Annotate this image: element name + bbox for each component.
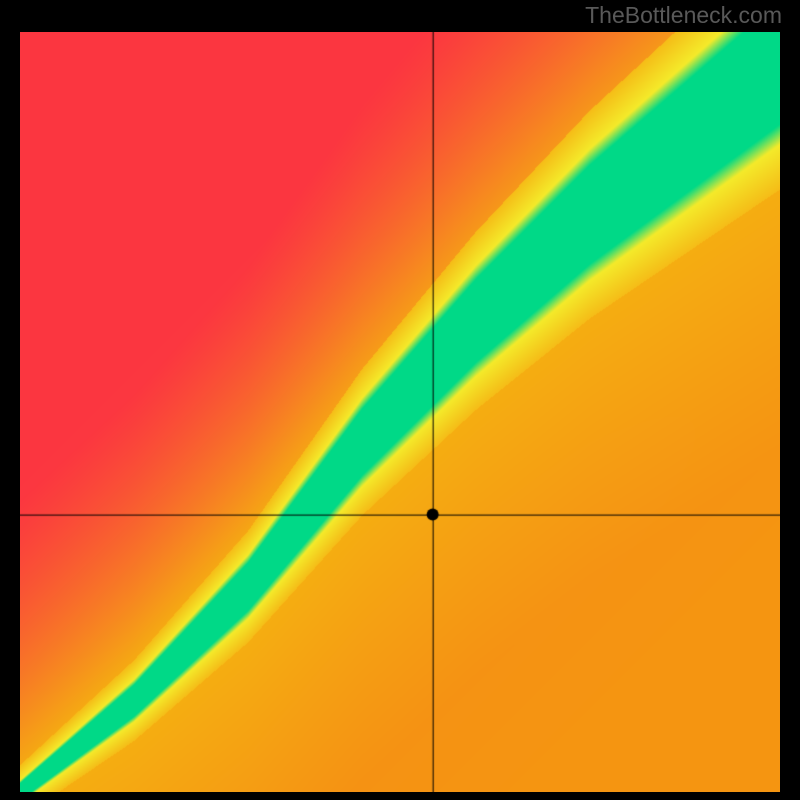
bottleneck-heatmap xyxy=(20,32,780,792)
heatmap-canvas xyxy=(20,32,780,792)
watermark-text: TheBottleneck.com xyxy=(585,2,782,29)
